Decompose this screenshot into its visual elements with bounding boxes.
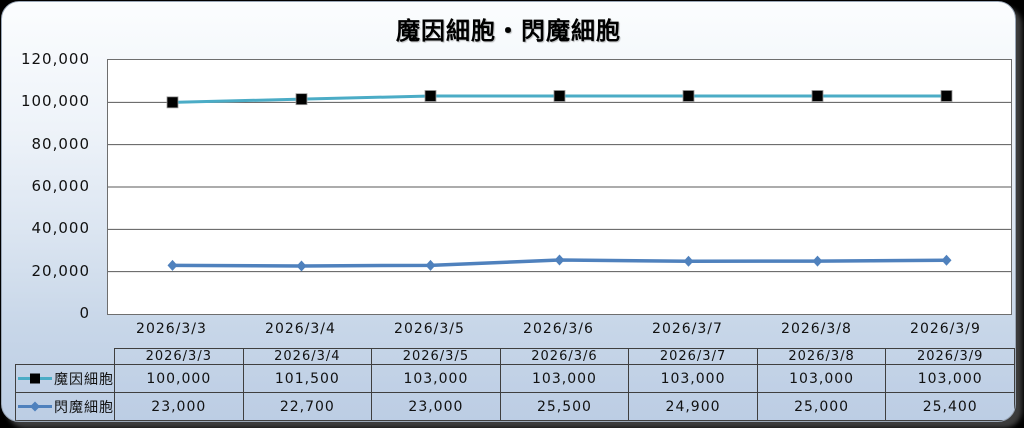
diamond-marker — [941, 254, 952, 266]
y-axis-tick-label: 20,000 — [31, 261, 90, 280]
chart-title: 魔因細胞・閃魔細胞 — [396, 17, 621, 45]
table-value-cell: 103,000 — [499, 364, 630, 393]
x-axis-tick-label: 2026/3/4 — [265, 321, 336, 337]
table-value-cell: 23,000 — [114, 392, 244, 421]
y-axis-tick-label: 100,000 — [20, 92, 90, 111]
y-axis-tick-label: 120,000 — [20, 50, 90, 68]
y-axis-tick-label: 60,000 — [31, 177, 90, 195]
square-marker — [811, 90, 824, 102]
table-date-header: 2026/3/8 — [756, 348, 887, 365]
table-date-header: 2026/3/6 — [499, 348, 630, 365]
table-value-cell: 25,000 — [756, 392, 887, 421]
square-marker — [424, 90, 437, 102]
table-value-cell: 25,500 — [499, 392, 630, 421]
table-date-header: 2026/3/9 — [885, 348, 1015, 365]
table-value-cell: 100,000 — [114, 364, 244, 393]
diamond-marker — [425, 259, 436, 271]
square-marker — [166, 96, 179, 109]
y-axis-tick-label: 80,000 — [31, 134, 90, 153]
table-row: 閃魔細胞 23,000 22,700 23,000 25,500 24,900 25,000… — [15, 392, 1015, 421]
teal-square-legend-icon — [18, 373, 52, 384]
square-marker — [553, 90, 566, 102]
plot-area — [107, 59, 1012, 315]
table-row: 魔因細胞 100,000 101,500 103,000 103,000 103,000 1… — [15, 364, 1015, 393]
table-date-header: 2026/3/4 — [242, 348, 373, 365]
square-marker — [940, 90, 953, 102]
table-date-header: 2026/3/7 — [628, 348, 758, 365]
plot-svg — [108, 90, 1011, 273]
table-value-cell: 25,400 — [885, 392, 1015, 421]
y-axis-tick-label: 40,000 — [31, 219, 90, 238]
y-axis-tick-label: 0 — [79, 304, 90, 322]
table-value-cell: 103,000 — [756, 364, 887, 393]
x-axis-tick-label: 2026/3/5 — [394, 321, 465, 337]
table-value-cell: 103,000 — [885, 364, 1015, 393]
x-axis-tick-label: 2026/3/6 — [523, 321, 594, 337]
blue-diamond-legend-icon — [18, 401, 52, 412]
diamond-marker — [554, 254, 565, 266]
table-value-cell: 101,500 — [242, 364, 373, 393]
diamond-marker — [296, 260, 307, 272]
series-name-label: 閃魔細胞 — [54, 399, 114, 416]
table-value-cell: 22,700 — [242, 392, 373, 421]
x-axis-tick-label: 2026/3/8 — [781, 321, 852, 337]
x-axis-tick-label: 2026/3/7 — [652, 321, 723, 337]
table-value-cell: 23,000 — [371, 392, 501, 421]
series-legend-cell: 閃魔細胞 — [15, 392, 115, 421]
series-legend-cell: 魔因細胞 — [15, 364, 115, 393]
diamond-marker — [812, 255, 823, 267]
table-date-header: 2026/3/5 — [371, 348, 501, 365]
x-axis-tick-label: 2026/3/3 — [136, 321, 207, 337]
table-value-cell: 24,900 — [628, 392, 758, 421]
diamond-marker — [167, 259, 178, 271]
diamond-marker — [683, 255, 694, 267]
table-header-row: 2026/3/3 2026/3/4 2026/3/5 2026/3/6 2026/3/7… — [16, 348, 1015, 365]
x-axis-tick-label: 2026/3/9 — [910, 321, 981, 337]
table-value-cell: 103,000 — [371, 364, 501, 393]
table-value-cell: 103,000 — [628, 364, 758, 393]
chart-card: 魔因細胞・閃魔細胞 0 20,000 40,000 60,000 80,000 100,0… — [1, 1, 1016, 422]
square-marker — [682, 90, 695, 102]
table-corner-blank — [16, 349, 115, 365]
series-name-label: 魔因細胞 — [54, 371, 114, 388]
square-marker — [295, 93, 308, 106]
data-table: 2026/3/3 2026/3/4 2026/3/5 2026/3/6 2026/3/7… — [15, 348, 1015, 421]
table-date-header: 2026/3/3 — [114, 348, 244, 365]
